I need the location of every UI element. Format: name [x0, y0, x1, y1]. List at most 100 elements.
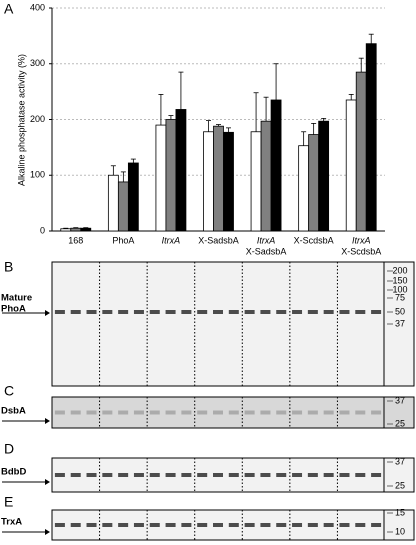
- band: [228, 310, 239, 314]
- bar: [250, 131, 262, 232]
- band: [371, 410, 382, 415]
- band: [133, 310, 144, 314]
- band: [355, 523, 366, 527]
- bar: [318, 120, 330, 232]
- band: [339, 310, 350, 314]
- arrow-head: [45, 418, 50, 424]
- band: [149, 310, 160, 314]
- bar: [203, 131, 214, 232]
- band: [197, 410, 208, 415]
- band: [339, 523, 350, 527]
- x-tick-label: 168: [68, 235, 83, 245]
- band: [292, 310, 303, 314]
- bar: [175, 109, 187, 232]
- band: [86, 473, 97, 477]
- band: [213, 523, 223, 527]
- bar: [308, 134, 320, 232]
- marker-label: 75: [395, 292, 405, 302]
- band: [228, 523, 239, 527]
- band: [244, 310, 255, 314]
- x-tick-label: PhoA: [112, 235, 134, 245]
- band: [244, 473, 255, 477]
- marker-label: 37: [395, 318, 405, 328]
- arrow-head: [45, 529, 50, 535]
- band: [371, 523, 382, 527]
- protein-label: BdbD: [1, 467, 26, 478]
- band: [181, 473, 192, 477]
- band: [371, 310, 382, 314]
- band: [213, 473, 223, 477]
- marker-label: 25: [395, 418, 405, 428]
- bar: [355, 71, 367, 232]
- band: [260, 523, 271, 527]
- marker-label: 25: [395, 480, 405, 490]
- band: [228, 473, 239, 477]
- band: [276, 473, 287, 477]
- band: [70, 473, 81, 477]
- bar: [223, 131, 234, 232]
- panel-label: E: [4, 494, 13, 510]
- band: [86, 523, 97, 527]
- band: [260, 410, 271, 415]
- bar: [213, 125, 224, 232]
- band: [102, 473, 113, 477]
- band: [371, 473, 382, 477]
- band: [197, 523, 208, 527]
- marker-label: 10: [395, 526, 405, 536]
- band: [292, 523, 303, 527]
- band: [86, 410, 97, 415]
- y-tick-label: 100: [30, 170, 45, 180]
- protein-label: Mature: [1, 293, 32, 304]
- band: [118, 523, 129, 527]
- y-axis-label: Alkaline phosphatase activity (%): [16, 54, 26, 186]
- band: [149, 410, 160, 415]
- marker-label: 100: [392, 284, 407, 294]
- x-tick-label: ItrxA: [162, 235, 181, 245]
- band: [149, 523, 160, 527]
- marker-label: 37: [395, 395, 405, 405]
- band: [307, 310, 318, 314]
- blot-image: [51, 396, 415, 429]
- band: [307, 473, 318, 477]
- band: [102, 310, 113, 314]
- band: [307, 410, 318, 415]
- band: [260, 310, 271, 314]
- band: [102, 410, 113, 415]
- panel-label: D: [4, 441, 14, 457]
- band: [260, 473, 271, 477]
- band: [355, 473, 366, 477]
- y-tick-label: 0: [40, 225, 45, 235]
- panel-label: B: [4, 259, 13, 275]
- x-tick-label: X-SadsbA: [246, 246, 287, 256]
- marker-label: 15: [395, 507, 405, 517]
- blot-image: [51, 261, 415, 387]
- x-tick-label: ItrxA: [257, 235, 276, 245]
- band: [323, 410, 334, 415]
- y-tick-label: 300: [30, 58, 45, 68]
- panel-label: C: [4, 383, 14, 399]
- band: [307, 523, 318, 527]
- marker-label: 37: [395, 456, 405, 466]
- band: [213, 310, 223, 314]
- protein-label: DsbA: [1, 406, 26, 417]
- band: [355, 410, 366, 415]
- band: [70, 310, 81, 314]
- band: [54, 473, 65, 477]
- protein-label: PhoA: [1, 304, 26, 315]
- band: [197, 473, 208, 477]
- band: [165, 310, 176, 314]
- x-tick-label: X-ScdsbA: [294, 235, 334, 245]
- band: [355, 310, 366, 314]
- band: [276, 310, 287, 314]
- bar: [127, 162, 139, 232]
- band: [133, 473, 144, 477]
- band: [276, 410, 287, 415]
- marker-label: 200: [392, 265, 407, 275]
- x-tick-label: X-ScdsbA: [341, 246, 381, 256]
- band: [102, 523, 113, 527]
- band: [181, 310, 192, 314]
- protein-label: TrxA: [1, 517, 22, 528]
- band: [54, 410, 65, 415]
- bar: [70, 227, 82, 232]
